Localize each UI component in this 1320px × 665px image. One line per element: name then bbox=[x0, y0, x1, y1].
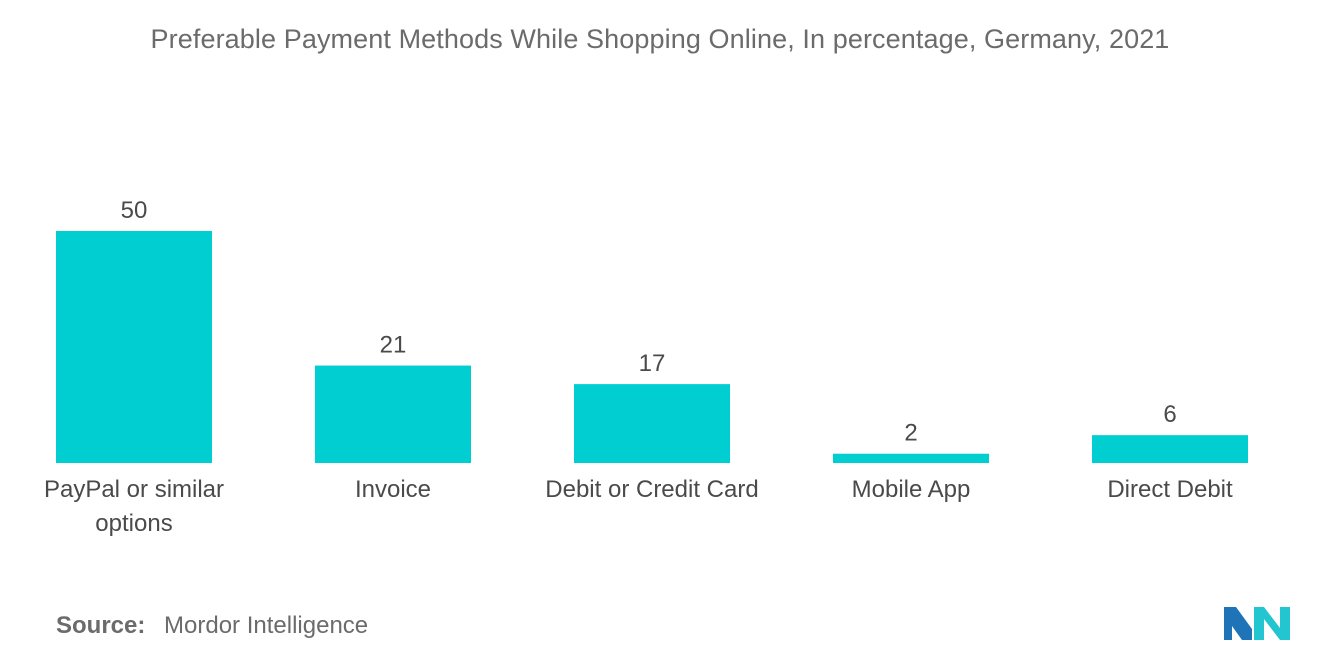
category-label-0-line-1: options bbox=[95, 510, 172, 537]
data-label-2: 17 bbox=[639, 350, 666, 377]
logo-left-shape bbox=[1224, 607, 1252, 640]
source-value: Mordor Intelligence bbox=[164, 612, 369, 639]
bar-2 bbox=[574, 384, 730, 463]
data-label-3: 2 bbox=[904, 420, 917, 447]
category-label-4-line-0: Direct Debit bbox=[1107, 476, 1233, 503]
category-label-2-line-0: Debit or Credit Card bbox=[545, 476, 758, 503]
category-label-0-line-0: PayPal or similar bbox=[44, 476, 224, 503]
data-label-0: 50 bbox=[121, 197, 148, 224]
category-label-1-line-0: Invoice bbox=[355, 476, 431, 503]
chart-title: Preferable Payment Methods While Shoppin… bbox=[150, 24, 1170, 54]
data-label-1: 21 bbox=[380, 332, 407, 359]
bar-0 bbox=[56, 231, 212, 463]
data-label-4: 6 bbox=[1163, 401, 1176, 428]
mordor-intelligence-logo-icon bbox=[1224, 607, 1290, 640]
bar-3 bbox=[833, 453, 989, 463]
bar-1 bbox=[315, 365, 471, 463]
category-label-3-line-0: Mobile App bbox=[852, 476, 971, 503]
logo-right-shape bbox=[1254, 607, 1290, 640]
source-footer: Source: Mordor Intelligence bbox=[56, 612, 368, 640]
source-label: Source: bbox=[56, 612, 146, 639]
bar-4 bbox=[1092, 435, 1248, 463]
